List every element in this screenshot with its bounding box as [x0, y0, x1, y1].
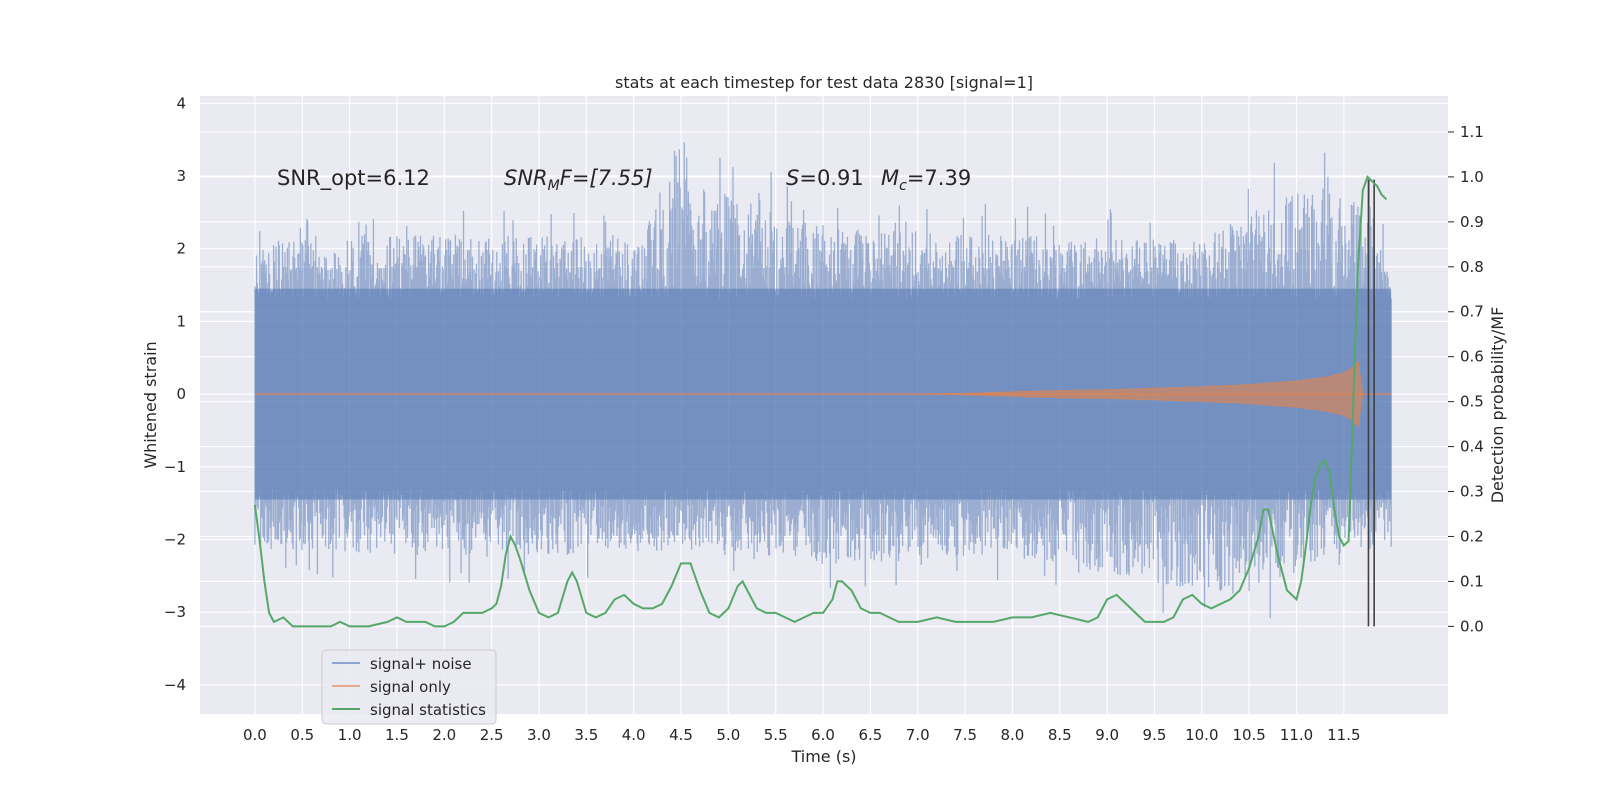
y2-tick-label: 0.9 [1460, 213, 1484, 231]
annotation-mc: Mc=7.39 [881, 166, 971, 194]
x-tick-label: 4.0 [622, 726, 646, 744]
x-tick-label: 8.5 [1048, 726, 1072, 744]
annotation-s: S=0.91 [786, 166, 864, 190]
legend-label-signal-statistics: signal statistics [370, 701, 486, 719]
y2-tick-label: 0.2 [1460, 527, 1484, 545]
x-tick-label: 6.0 [811, 726, 835, 744]
x-tick-label: 10.0 [1185, 726, 1218, 744]
y2-tick-label: 0.0 [1460, 617, 1484, 635]
y-tick-labels: 4 3 2 1 0 −1 −2 −3 −4 [164, 94, 186, 694]
y-tick-label: 0 [176, 385, 186, 403]
x-tick-label: 11.5 [1327, 726, 1360, 744]
signal-statistics-line [253, 175, 1388, 628]
x-tick-label: 11.0 [1280, 726, 1313, 744]
y-tick-label: 1 [176, 312, 186, 330]
y-tick-label: 3 [176, 167, 186, 185]
x-tick-label: 0.5 [290, 726, 314, 744]
x-tick-label: 3.0 [527, 726, 551, 744]
marker-lines [1367, 179, 1375, 627]
x-tick-label: 9.5 [1143, 726, 1167, 744]
annotation-snr-opt: SNR_opt=6.12 [277, 166, 430, 191]
y2-tick-label: 0.7 [1460, 303, 1484, 321]
x-tick-label: 7.0 [906, 726, 930, 744]
legend: signal+ noise signal only signal statist… [321, 649, 497, 725]
y2-axis-label: Detection probability/MF [1488, 307, 1507, 504]
x-tick-label: 1.5 [385, 726, 409, 744]
legend-label-signal-only: signal only [370, 678, 451, 696]
legend-label-signal-plus-noise: signal+ noise [370, 655, 472, 673]
x-tick-label: 8.0 [1001, 726, 1025, 744]
y-tick-label: 2 [176, 240, 186, 258]
series-signal-only [254, 360, 1392, 429]
x-tick-label: 5.0 [716, 726, 740, 744]
x-tick-label: 1.0 [338, 726, 362, 744]
y-axis-label: Whitened strain [141, 341, 160, 468]
x-axis-label: Time (s) [790, 747, 856, 766]
x-tick-labels: 0.0 0.5 1.0 1.5 2.0 2.5 3.0 3.5 4.0 4.5 5.0 5.5 6.0 6… [243, 726, 1361, 744]
x-tick-label: 6.5 [858, 726, 882, 744]
x-tick-label: 4.5 [669, 726, 693, 744]
y-tick-label: 4 [176, 94, 186, 112]
x-tick-label: 0.0 [243, 726, 267, 744]
y2-tick-label: 0.1 [1460, 572, 1484, 590]
y2-tick-label: 0.3 [1460, 483, 1484, 501]
x-tick-label: 9.0 [1095, 726, 1119, 744]
x-tick-label: 10.5 [1232, 726, 1265, 744]
legend-box [321, 649, 497, 725]
y2-tick-label: 1.0 [1460, 168, 1484, 186]
y2-tick-label: 0.4 [1460, 438, 1484, 456]
x-tick-label: 2.5 [480, 726, 504, 744]
annotation-snr-mf: SNRMF=[7.55] [504, 166, 653, 194]
x-tick-label: 2.0 [432, 726, 456, 744]
y2-tick-label: 0.6 [1460, 348, 1484, 366]
y-tick-label: −2 [164, 531, 186, 549]
y2-tick-label: 0.8 [1460, 258, 1484, 276]
y2-tick-labels: 1.1 1.0 0.9 0.8 0.7 0.6 0.5 0.4 0.3 0.2 0.1 0.0 [1448, 123, 1484, 635]
x-tick-label: 3.5 [574, 726, 598, 744]
chart-title: stats at each timestep for test data 283… [615, 73, 1033, 92]
x-tick-label: 7.5 [953, 726, 977, 744]
x-tick-label: 5.5 [764, 726, 788, 744]
y-tick-label: −3 [164, 603, 186, 621]
series-signal-statistics [253, 175, 1388, 628]
y-tick-label: −4 [164, 676, 186, 694]
y2-tick-label: 0.5 [1460, 393, 1484, 411]
y-tick-label: −1 [164, 458, 186, 476]
y2-tick-label: 1.1 [1460, 123, 1484, 141]
